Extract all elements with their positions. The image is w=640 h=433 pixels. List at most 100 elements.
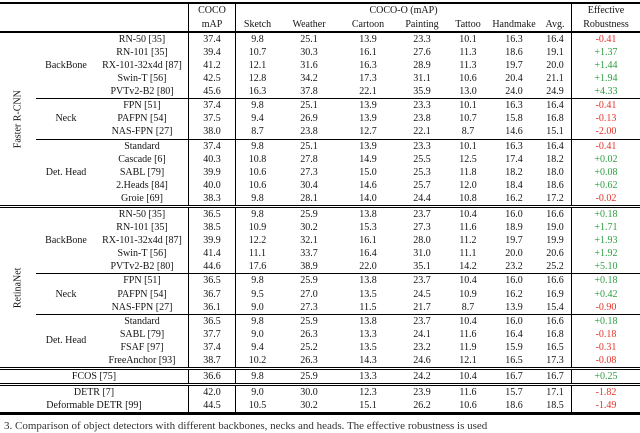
cocoo-value: 24.2 xyxy=(413,371,431,383)
cocoo-value: 16.4 xyxy=(546,100,564,112)
cocoo-value: 16.6 xyxy=(546,275,564,287)
cocoo-value: 11.6 xyxy=(459,222,477,234)
cocoo-value: 13.8 xyxy=(359,209,377,221)
cocoo-value: 9.8 xyxy=(235,139,279,153)
cocoo-value: 10.5 xyxy=(235,399,279,413)
cocoo-value: 18.6 xyxy=(546,179,564,191)
cocoo-value: 16.4 xyxy=(359,248,377,260)
component-group-label: Det. Head xyxy=(45,335,87,347)
cocoo-value: 25.2 xyxy=(300,341,318,353)
cocoo-value: 18.2 xyxy=(505,166,523,178)
cocoo-value: 37.8 xyxy=(300,86,318,98)
cocoo-value: 31.1 xyxy=(413,73,431,85)
cocoo-value: 15.0 xyxy=(359,166,377,178)
model-name: RN-50 [35] xyxy=(118,209,166,221)
cocoo-value: 17.1 xyxy=(546,387,564,399)
model-name: RN-50 [35] xyxy=(118,33,166,45)
model-name: PAFPN [54] xyxy=(117,113,167,125)
coco-map-value: 37.4 xyxy=(188,32,235,46)
cocoo-value: 15.1 xyxy=(359,400,377,412)
coco-map-value: 38.5 xyxy=(188,221,235,235)
cocoo-value: 10.6 xyxy=(235,165,279,179)
robustness-value: +1.92 xyxy=(571,247,640,261)
robustness-value: +1.37 xyxy=(571,45,640,59)
robustness-value: -0.41 xyxy=(571,32,640,46)
table-row: FreeAnchor [93] 38.7 10.2 26.3 14.3 24.6 12.1 1… xyxy=(96,354,640,368)
section-divider xyxy=(0,367,640,371)
cocoo-value: 15.4 xyxy=(546,301,564,313)
coco-map-value: 36.6 xyxy=(188,370,235,384)
cocoo-value: 9.0 xyxy=(235,386,279,400)
coco-map-value: 42.0 xyxy=(188,386,235,400)
cocoo-value: 13.8 xyxy=(359,275,377,287)
cocoo-value: 18.9 xyxy=(505,222,523,234)
coco-map-value: 37.7 xyxy=(188,327,235,341)
coco-map-value: 44.6 xyxy=(188,260,235,274)
cocoo-value: 10.4 xyxy=(459,315,477,327)
component-section: BackBone RN-50 [35] 37.4 9.8 25.1 13.9 23.3 10.… xyxy=(36,32,640,99)
cocoo-value: 9.8 xyxy=(235,99,279,113)
cocoo-value: 27.3 xyxy=(413,222,431,234)
cocoo-value: 11.8 xyxy=(459,166,477,178)
cocoo-value: 9.0 xyxy=(235,327,279,341)
cocoo-value: 10.1 xyxy=(459,100,477,112)
cocoo-value: 27.0 xyxy=(300,288,318,300)
table-row: FPN [51] 36.5 9.8 25.9 13.8 23.7 10.4 16.0 16.6 +… xyxy=(96,274,640,288)
model-name: FPN [51] xyxy=(123,275,161,287)
cocoo-value: 30.2 xyxy=(300,222,318,234)
cocoo-value: 31.6 xyxy=(300,59,318,71)
cocoo-value: 20.6 xyxy=(546,248,564,260)
model-name: Standard xyxy=(124,140,160,152)
cocoo-value: 13.5 xyxy=(359,288,377,300)
cocoo-value: 23.3 xyxy=(413,100,431,112)
detector-block: Faster R-CNN BackBone RN-50 [35] 37.4 9.8 25.… xyxy=(0,32,640,206)
cocoo-value: 22.1 xyxy=(359,86,377,98)
cocoo-value: 11.6 xyxy=(459,387,477,399)
model-name: Swin-T [56] xyxy=(117,248,167,260)
header-effective-line1: Effective xyxy=(571,4,640,18)
cocoo-value: 23.8 xyxy=(413,113,431,125)
section-rows: FPN [51] 36.5 9.8 25.9 13.8 23.7 10.4 16.0 16.6 +… xyxy=(96,274,640,314)
header-col-cartoon: Cartoon xyxy=(351,18,385,30)
header-coco-map-line1: COCO xyxy=(188,4,235,18)
cocoo-value: 16.3 xyxy=(505,33,523,45)
cocoo-value: 16.0 xyxy=(505,315,523,327)
model-name: 2.Heads [84] xyxy=(116,179,168,191)
cocoo-value: 12.0 xyxy=(459,179,477,191)
robustness-value: +1.71 xyxy=(571,221,640,235)
cocoo-value: 8.7 xyxy=(235,125,279,139)
cocoo-value: 22.0 xyxy=(359,261,377,273)
table-row: Standard 37.4 9.8 25.1 13.9 23.3 10.1 16.3 16.4-… xyxy=(96,139,640,153)
robustness-value: -0.31 xyxy=(571,340,640,355)
cocoo-value: 25.9 xyxy=(300,209,318,221)
table-row: PAFPN [54] 37.5 9.4 26.9 13.9 23.8 10.7 15.8 16.… xyxy=(96,112,640,126)
component-group-label: BackBone xyxy=(45,60,87,72)
cocoo-value: 23.7 xyxy=(413,275,431,287)
robustness-value: +1.93 xyxy=(571,234,640,248)
component-group-label: Neck xyxy=(55,113,77,125)
cocoo-value: 9.8 xyxy=(235,274,279,288)
cocoo-value: 16.1 xyxy=(359,46,377,58)
cocoo-value: 9.4 xyxy=(235,340,279,355)
cocoo-value: 9.8 xyxy=(235,370,279,384)
model-name: Groie [69] xyxy=(121,192,163,204)
cocoo-value: 23.3 xyxy=(413,140,431,152)
robustness-value: +0.18 xyxy=(571,274,640,288)
section-rows: RN-50 [35] 37.4 9.8 25.1 13.9 23.3 10.1 16.3 16.… xyxy=(96,32,640,99)
cocoo-value: 26.2 xyxy=(413,400,431,412)
cocoo-value: 14.6 xyxy=(359,179,377,191)
cocoo-value: 33.7 xyxy=(300,248,318,260)
cocoo-value: 13.9 xyxy=(359,100,377,112)
table-row: PAFPN [54] 36.7 9.5 27.0 13.5 24.5 10.9 16.2 16.… xyxy=(96,287,640,301)
cocoo-value: 25.9 xyxy=(300,315,318,327)
cocoo-value: 10.1 xyxy=(459,140,477,152)
cocoo-value: 12.5 xyxy=(459,153,477,165)
section-rows: Standard 36.5 9.8 25.9 13.8 23.7 10.4 16.0 16.6 +… xyxy=(96,314,640,368)
coco-map-value: 36.7 xyxy=(188,287,235,301)
robustness-value: -1.49 xyxy=(571,399,640,413)
component-section: Det. Head Standard 37.4 9.8 25.1 13.9 23.3 10.1… xyxy=(36,138,640,206)
robustness-value: +0.18 xyxy=(571,314,640,328)
cocoo-value: 27.3 xyxy=(300,166,318,178)
cocoo-value: 12.2 xyxy=(235,234,279,248)
cocoo-value: 26.3 xyxy=(300,328,318,340)
